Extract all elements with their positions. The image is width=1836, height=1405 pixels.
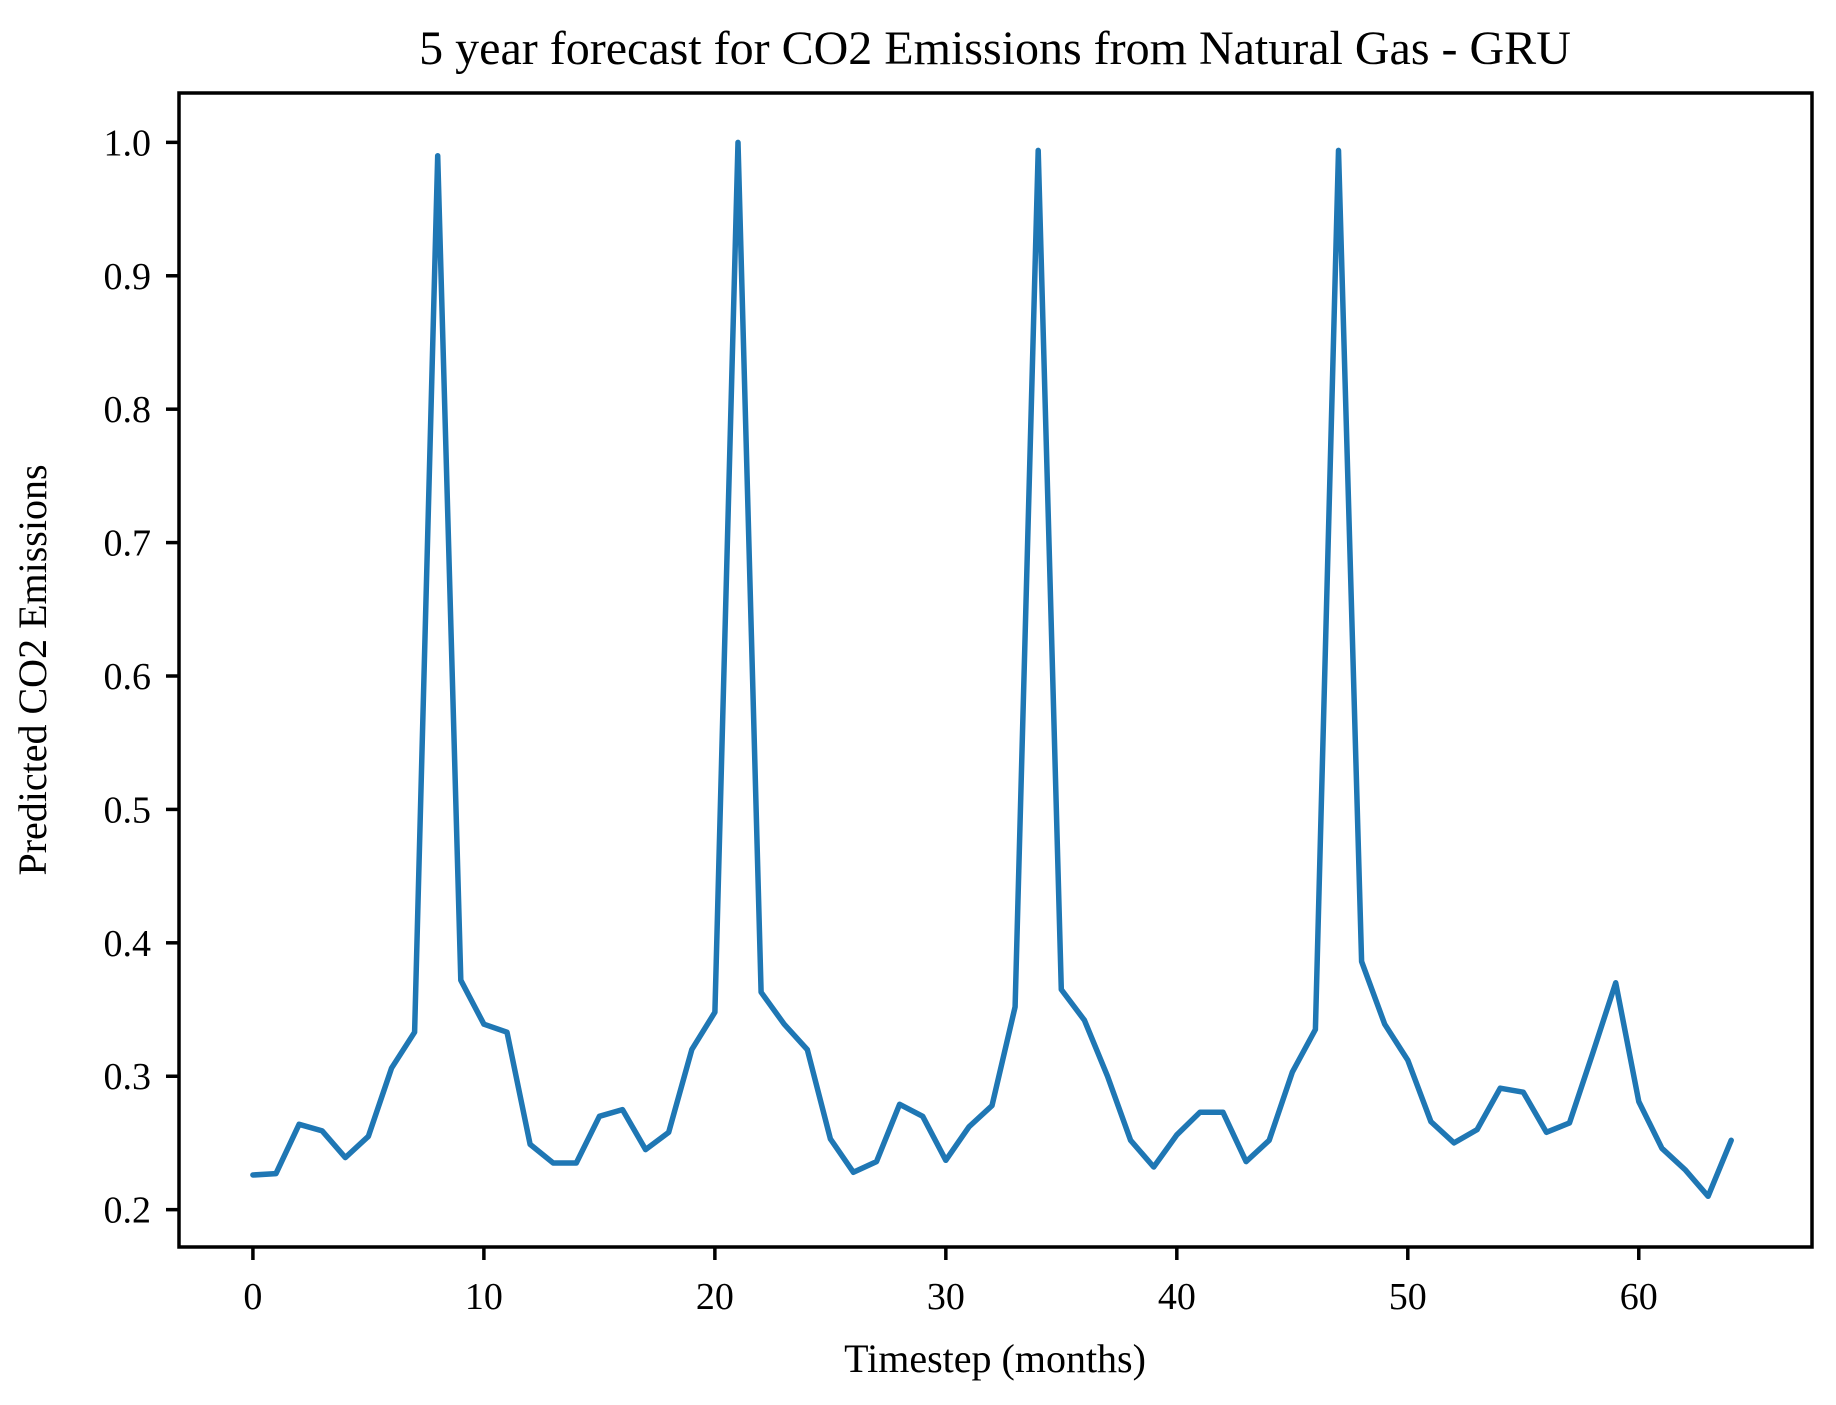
y-tick-label: 1.0: [104, 122, 152, 164]
x-axis-label: Timestep (months): [844, 1336, 1146, 1381]
y-tick-label: 0.8: [104, 389, 152, 431]
forecast-line: [250, 139, 1734, 1200]
y-tick-label: 0.6: [104, 656, 152, 698]
y-tick-label: 0.2: [104, 1190, 152, 1232]
y-tick-label: 0.3: [104, 1056, 152, 1098]
y-tick-label: 0.4: [104, 923, 152, 965]
x-tick-label: 20: [696, 1276, 734, 1318]
plot-area: 0 10 20 30 40 50 60 0.2 0.3 0.4 0.5 0.6 0.7 0.8 0.9 1.…: [104, 91, 1814, 1318]
x-tick-label: 10: [465, 1276, 503, 1318]
y-tick-label: 0.7: [104, 523, 152, 565]
x-tick-label: 30: [927, 1276, 965, 1318]
x-axis-ticks: 0 10 20 30 40 50 60: [243, 1247, 1658, 1318]
x-tick-label: 40: [1158, 1276, 1196, 1318]
chart-title: 5 year forecast for CO2 Emissions from N…: [419, 22, 1571, 75]
plot-border: [177, 91, 1814, 1249]
x-tick-label: 60: [1620, 1276, 1658, 1318]
x-tick-label: 50: [1389, 1276, 1427, 1318]
y-tick-label: 0.9: [104, 256, 152, 298]
x-tick-label: 0: [243, 1276, 262, 1318]
y-axis-label: Predicted CO2 Emissions: [10, 464, 55, 875]
y-axis-ticks: 0.2 0.3 0.4 0.5 0.6 0.7 0.8 0.9 1.0: [104, 122, 179, 1232]
y-tick-label: 0.5: [104, 789, 152, 831]
